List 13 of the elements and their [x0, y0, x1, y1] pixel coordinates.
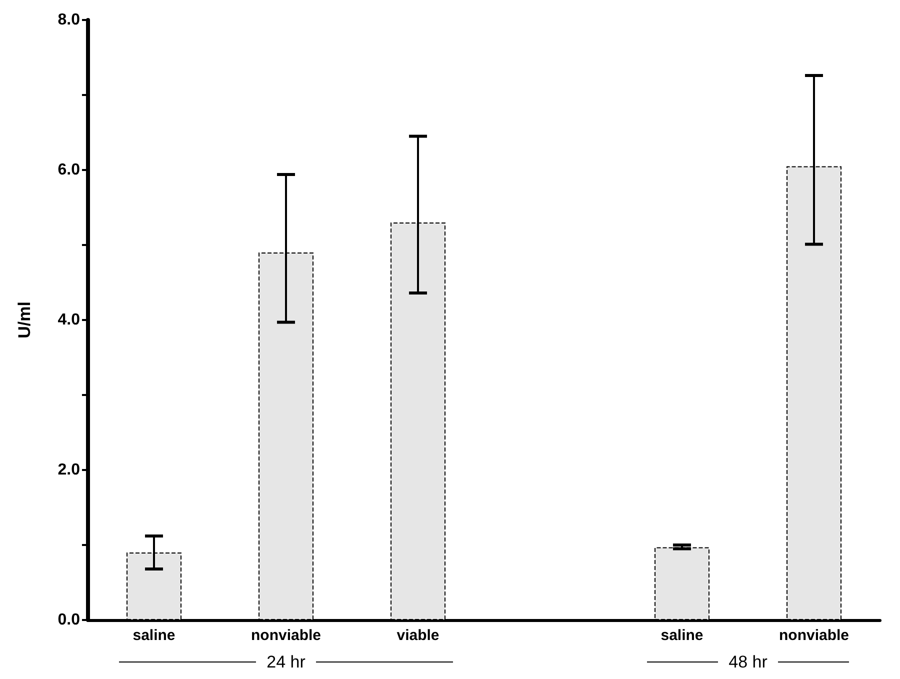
y-tick-label: 0.0	[58, 612, 80, 628]
y-axis-title: U/ml	[15, 302, 34, 338]
x-tick-label: saline	[660, 627, 704, 644]
y-tick-label: 8.0	[58, 12, 80, 28]
text: 48 hr	[728, 652, 768, 672]
y-tick-label: 6.0	[58, 162, 80, 178]
x-tick-label: viable	[396, 627, 440, 644]
x-tick-label: saline	[132, 627, 176, 644]
x-tick-label: nonviable	[778, 627, 850, 644]
y-tick-label: 2.0	[58, 462, 80, 478]
y-tick-label: 4.0	[58, 312, 80, 328]
text: 24 hr	[266, 652, 306, 672]
x-tick-label: nonviable	[250, 627, 322, 644]
